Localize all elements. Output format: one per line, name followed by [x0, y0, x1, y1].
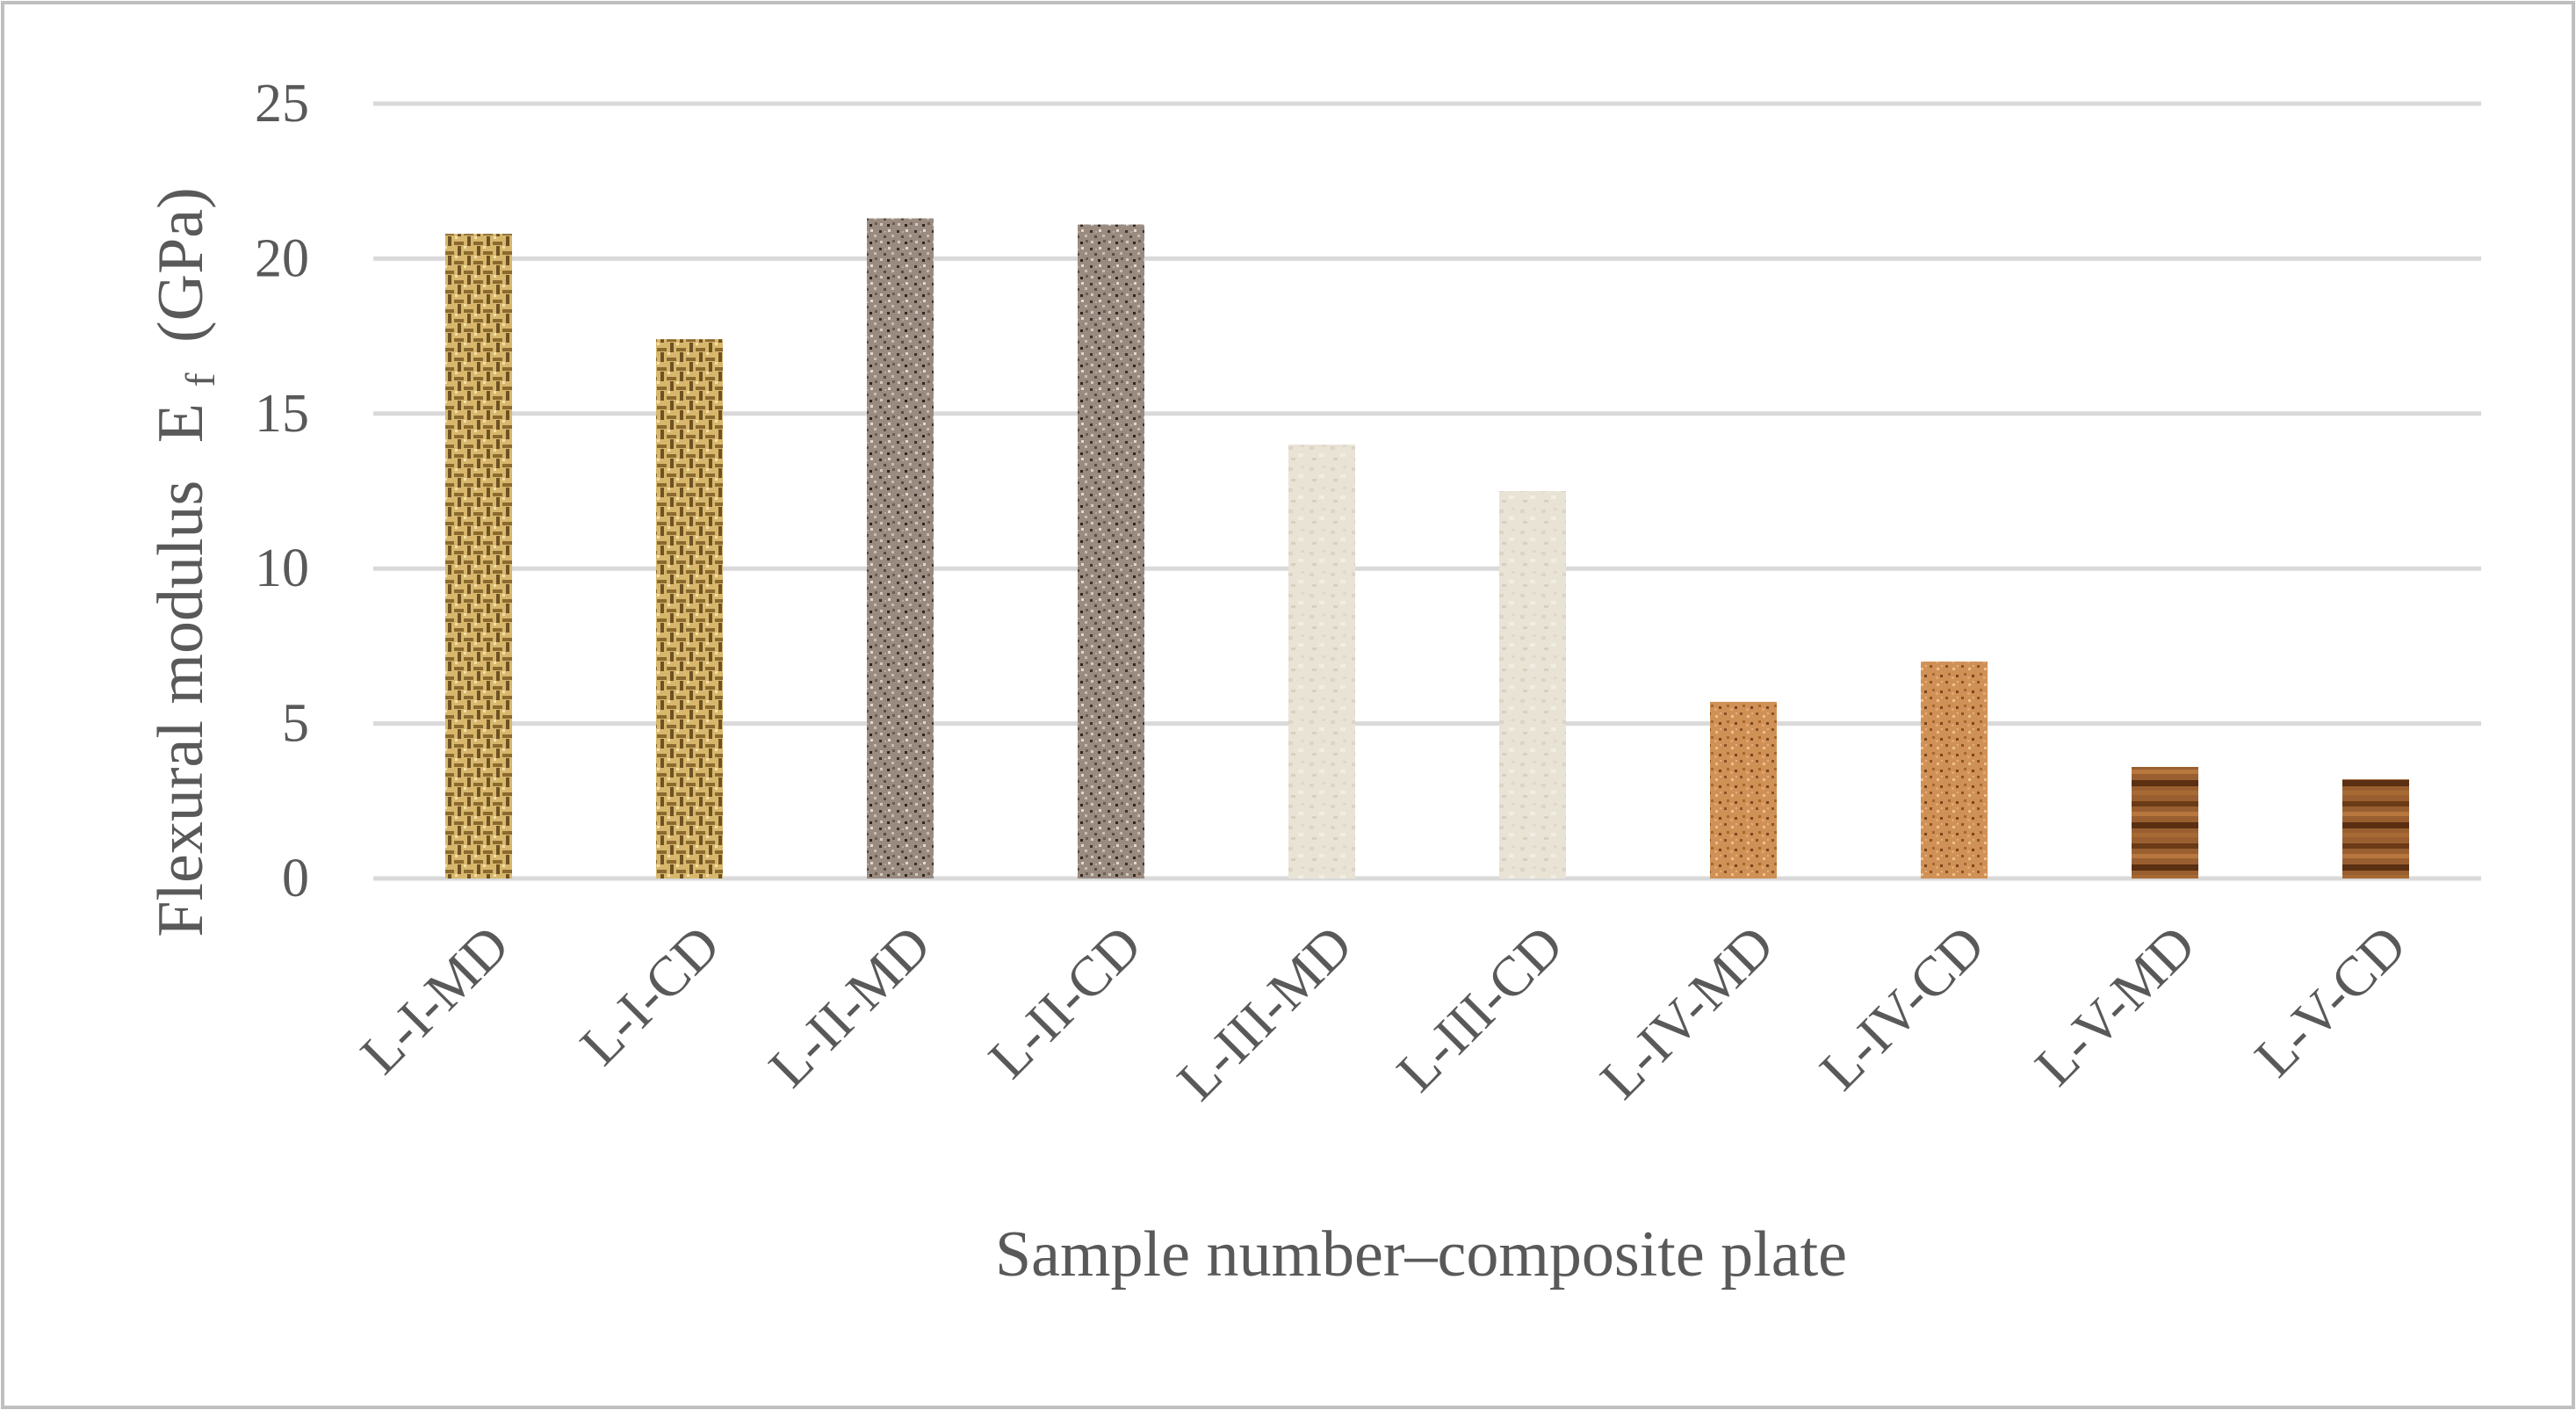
y-axis-ticks: 0 5 10 15 20 25	[255, 74, 309, 908]
bar-l-iv-cd	[1921, 662, 1988, 879]
y-tick-label: 20	[255, 228, 309, 288]
bar-l-iii-md	[1288, 445, 1355, 879]
bar-l-iii-cd	[1499, 491, 1566, 879]
bar-l-ii-md	[867, 218, 934, 879]
gridlines	[373, 101, 2481, 881]
bar-l-i-md	[445, 234, 512, 879]
x-axis-title: Sample number–composite plate	[995, 1218, 1847, 1291]
y-tick-label: 5	[282, 694, 309, 754]
y-axis-title-unit: (GPa)	[145, 187, 217, 343]
y-tick-label: 10	[255, 539, 309, 598]
y-axis-title-symbol: E	[145, 403, 217, 443]
y-axis-title: Flexural modulus E f (GPa)	[145, 187, 229, 936]
bar-l-v-md	[2132, 766, 2198, 879]
y-tick-label: 0	[282, 849, 309, 908]
y-axis-title-subscript: f	[177, 372, 224, 387]
y-tick-label: 25	[255, 74, 309, 134]
bar-l-ii-cd	[1078, 224, 1144, 879]
bar-l-v-cd	[2342, 779, 2409, 879]
y-axis-title-text: Flexural modulus	[145, 481, 217, 937]
y-tick-label: 15	[255, 384, 309, 444]
bars	[445, 218, 2409, 879]
bar-l-iv-md	[1710, 701, 1777, 879]
bar-l-i-cd	[656, 339, 723, 879]
